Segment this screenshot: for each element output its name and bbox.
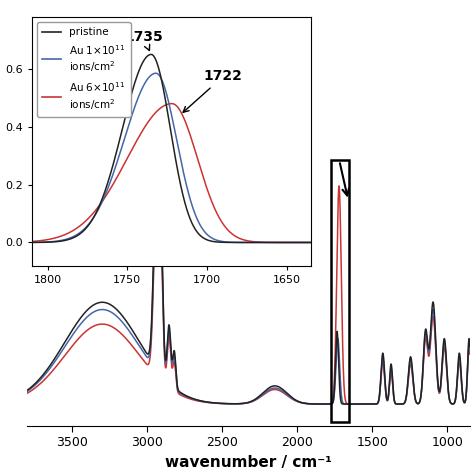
Bar: [331, 161, 349, 422]
X-axis label: wavenumber / cm⁻¹: wavenumber / cm⁻¹: [165, 455, 332, 470]
